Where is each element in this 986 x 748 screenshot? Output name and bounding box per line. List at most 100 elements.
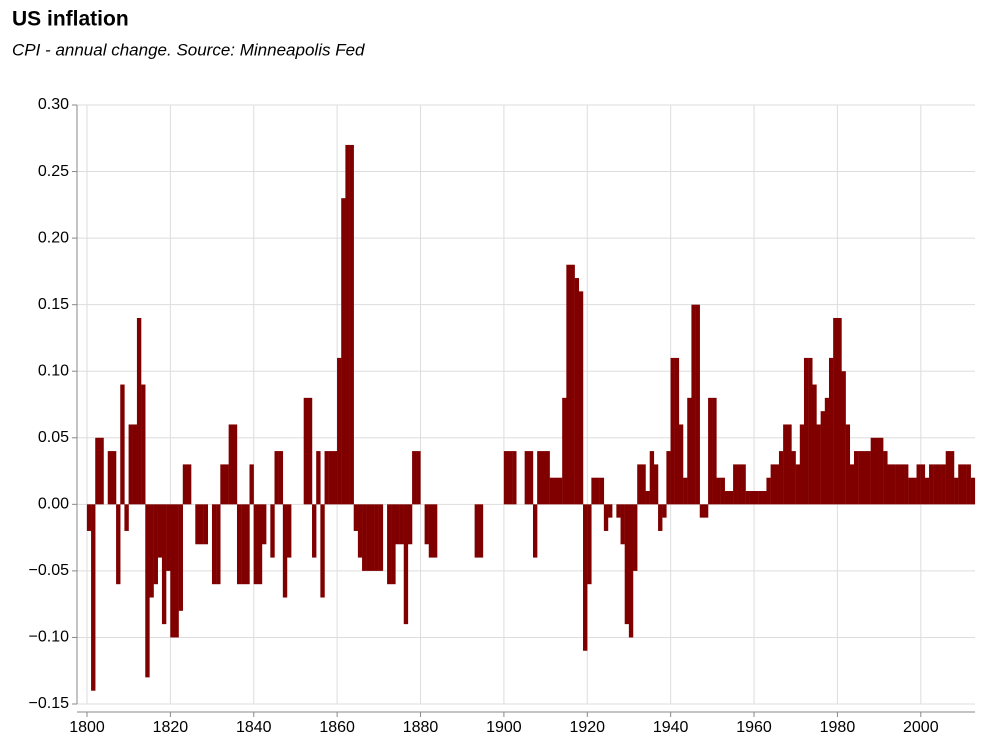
bar [257,504,263,585]
bar [929,464,934,505]
bar [633,504,638,571]
bar [211,504,217,585]
bar [874,437,880,505]
bar [203,504,209,545]
bar [724,491,730,505]
x-tick-label: 1840 [236,719,272,736]
bar [962,464,967,505]
bar [136,317,142,505]
x-tick-label: 2000 [903,719,939,736]
bar [512,451,517,505]
bar [120,384,125,505]
bar [599,477,605,505]
bar [766,477,771,505]
x-tick-label: 1900 [486,719,522,736]
x-tick-label: 1800 [69,719,105,736]
bar [86,504,92,531]
bar [182,464,188,505]
bar [641,464,646,505]
bar [708,397,713,505]
bar [307,397,313,505]
bar [287,504,292,558]
y-tick-label: 0.25 [38,163,69,180]
bar [366,504,371,571]
bar [887,464,892,505]
bar [407,504,413,545]
bar [428,504,434,558]
bar [416,451,421,505]
bar [787,424,792,505]
bar [532,504,538,558]
bar [403,504,409,625]
bar [153,504,158,585]
y-tick-label: 0.30 [38,96,69,113]
bar [111,451,117,505]
bar [741,464,746,505]
bar [745,491,750,505]
bar [478,504,484,558]
bar [341,198,346,505]
bar [603,504,609,531]
bar [637,464,642,505]
bar [320,504,325,598]
bar [157,504,163,558]
bar [166,504,171,571]
bar [853,451,859,505]
bar [524,451,530,505]
chart-subtitle: CPI - annual change. Source: Minneapolis… [12,40,365,59]
y-tick-label: 0.00 [38,496,69,513]
bar [224,464,229,505]
y-tick-label: 0.20 [38,229,69,246]
bar [808,357,813,505]
bar [424,504,429,545]
bar [904,464,909,505]
bar [236,504,242,585]
bar [170,504,175,638]
bar [570,264,575,505]
bar [812,384,817,505]
bar [666,451,671,505]
bar [899,464,905,505]
bar [716,477,721,505]
bar [916,464,921,505]
bar [357,504,363,558]
y-tick-label: −0.05 [29,562,70,579]
bar [937,464,942,505]
bar [866,451,871,505]
bar [362,504,367,571]
bar [737,464,742,505]
bar [220,464,225,505]
bar [883,451,888,505]
bar [578,291,584,505]
bar [553,477,559,505]
bar [699,504,705,518]
bar [107,451,113,505]
bar [941,464,946,505]
bar [670,357,675,505]
chart-title: US inflation [12,8,129,31]
x-tick-label: 1860 [319,719,355,736]
bar [216,504,221,585]
bar [161,504,167,625]
bar [116,504,121,585]
bar [841,371,846,505]
bar [557,477,563,505]
bar [528,451,534,505]
x-tick-label: 1960 [736,719,772,736]
bar [228,424,234,505]
bar [474,504,479,558]
bar [370,504,375,571]
bar [620,504,625,545]
bar [249,464,254,505]
bar [199,504,204,545]
bar [312,504,317,558]
bar [733,464,738,505]
bar [591,477,596,505]
bar [795,464,801,505]
bar [658,504,663,531]
bar [954,477,959,505]
bar [758,491,763,505]
bar [399,504,404,545]
